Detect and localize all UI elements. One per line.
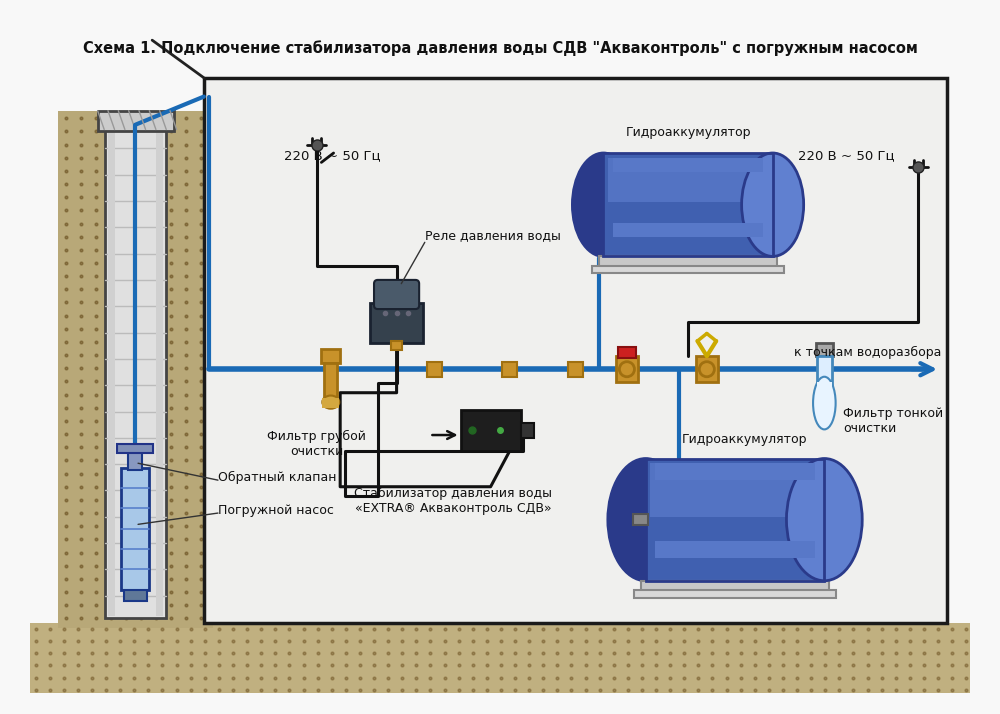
Bar [156, 131, 163, 616]
Text: к точкам водоразбора: к точкам водоразбора [794, 346, 942, 359]
Bar [599, 256, 777, 268]
Text: Обратный клапан: Обратный клапан [218, 471, 336, 484]
Bar [521, 423, 534, 438]
Bar [634, 590, 836, 598]
Bar [650, 463, 820, 517]
Bar [322, 398, 339, 408]
Text: Погружной насос: Погружной насос [218, 504, 334, 517]
FancyBboxPatch shape [374, 280, 419, 309]
Bar [603, 153, 773, 256]
Bar [30, 623, 970, 693]
Ellipse shape [786, 458, 862, 580]
Bar [108, 131, 115, 616]
Bar [98, 111, 174, 131]
Bar [817, 356, 832, 389]
Bar [321, 348, 340, 363]
Bar [502, 362, 517, 377]
Text: Реле давления воды: Реле давления воды [425, 229, 561, 242]
Ellipse shape [742, 153, 804, 256]
Bar [568, 362, 583, 377]
Bar [817, 383, 832, 405]
Text: Гидроаккумулятор: Гидроаккумулятор [682, 433, 807, 446]
Bar [461, 410, 521, 451]
Bar [124, 590, 147, 601]
Text: Гидроаккумулятор: Гидроаккумулятор [625, 126, 751, 139]
Bar [121, 468, 149, 590]
Ellipse shape [322, 396, 339, 408]
Bar [370, 303, 423, 343]
Bar [613, 223, 763, 237]
Text: Схема 1. Подключение стабилизатора давления воды СДВ "Акваконтроль" с погружным : Схема 1. Подключение стабилизатора давле… [83, 40, 917, 56]
Bar [592, 266, 784, 273]
Bar [655, 463, 815, 481]
Ellipse shape [813, 377, 836, 429]
Bar [608, 158, 768, 202]
Text: 220 В ~ 50 Гц: 220 В ~ 50 Гц [798, 149, 895, 162]
Bar [816, 343, 833, 356]
Bar [616, 356, 638, 383]
Bar [613, 158, 763, 172]
Ellipse shape [699, 362, 714, 377]
Bar [655, 541, 815, 558]
Bar [58, 111, 213, 628]
Bar [633, 514, 648, 526]
Bar [427, 362, 442, 377]
Bar [324, 363, 337, 398]
Bar [646, 458, 824, 580]
Ellipse shape [608, 458, 684, 580]
Bar [641, 580, 829, 592]
Text: Фильтр тонкой
очистки: Фильтр тонкой очистки [843, 407, 943, 435]
Bar [391, 341, 402, 351]
Bar [646, 458, 824, 580]
Bar [117, 444, 153, 453]
Text: Стабилизатор давления воды
«EXTRA® Акваконтроль СДВ»: Стабилизатор давления воды «EXTRA® Аквак… [354, 487, 552, 515]
Text: Фильтр грубой
очистки: Фильтр грубой очистки [267, 431, 366, 458]
Ellipse shape [619, 362, 634, 377]
Bar [696, 356, 718, 383]
Bar [603, 153, 773, 256]
Bar [618, 347, 636, 358]
Bar [105, 129, 166, 618]
Text: 220 В ~ 50 Гц: 220 В ~ 50 Гц [284, 149, 380, 162]
Bar [204, 78, 947, 623]
Ellipse shape [572, 153, 634, 256]
Bar [128, 451, 142, 470]
